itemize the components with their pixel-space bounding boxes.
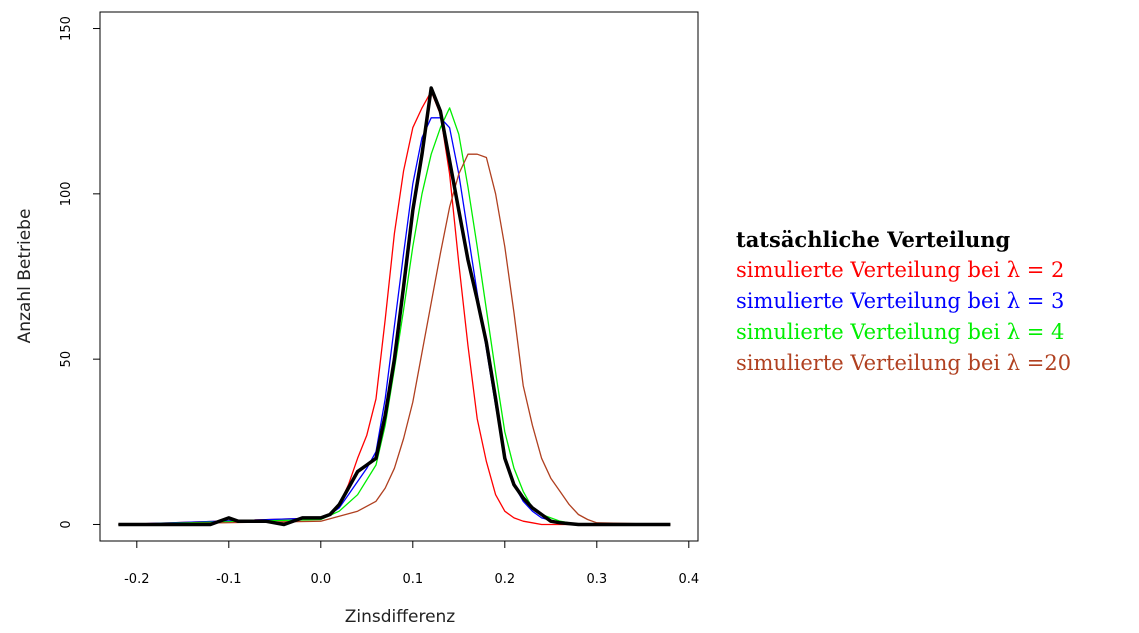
- line-lambda-20: [118, 153, 671, 526]
- series-lines: [118, 86, 671, 527]
- y-tick-label: 50: [59, 351, 74, 368]
- x-tick-label: 0.2: [494, 572, 515, 587]
- y-tick-label: 150: [59, 16, 74, 41]
- x-tick-label: -0.1: [216, 572, 241, 587]
- x-tick-label: 0.3: [586, 572, 607, 587]
- legend-entry-actual: tatsächliche Verteilung: [736, 227, 1011, 252]
- legend-entry-lambda-20: simulierte Verteilung bei λ =20: [736, 351, 1072, 375]
- line-lambda-2: [118, 90, 671, 526]
- y-tick-label: 100: [59, 181, 74, 206]
- x-axis: -0.2 -0.1 0.0 0.1 0.2 0.3 0.4: [124, 540, 699, 587]
- line-lambda-3: [118, 117, 671, 526]
- x-axis-title: Zinsdifferenz: [345, 607, 456, 627]
- line-lambda-4: [118, 107, 671, 526]
- plot-frame: [99, 11, 699, 542]
- y-axis-title: Anzahl Betriebe: [15, 209, 35, 344]
- line-actual: [118, 86, 671, 527]
- y-axis: 0 50 100 150: [59, 16, 101, 529]
- legend: tatsächliche Verteilung simulierte Verte…: [736, 224, 1071, 379]
- y-tick-label: 0: [59, 520, 74, 528]
- legend-entry-lambda-4: simulierte Verteilung bei λ = 4: [736, 320, 1065, 344]
- legend-entry-lambda-3: simulierte Verteilung bei λ = 3: [736, 289, 1065, 313]
- x-tick-label: -0.2: [124, 572, 149, 587]
- x-tick-label: 0.1: [402, 572, 423, 587]
- x-tick-label: 0.4: [678, 572, 699, 587]
- x-tick-label: 0.0: [310, 572, 331, 587]
- legend-entry-lambda-2: simulierte Verteilung bei λ = 2: [736, 258, 1065, 282]
